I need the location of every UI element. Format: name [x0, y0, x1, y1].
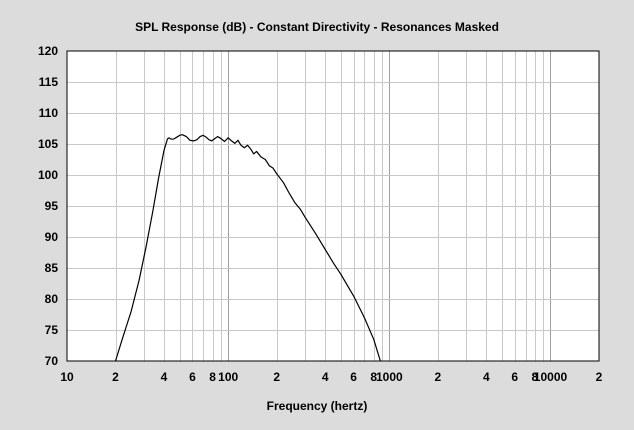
y-tick-label: 105	[38, 137, 58, 151]
x-tick-label: 2	[596, 370, 603, 384]
y-tick-label: 100	[38, 168, 58, 182]
x-tick-label: 2	[434, 370, 441, 384]
y-tick-label: 120	[38, 44, 58, 58]
chart-title: SPL Response (dB) - Constant Directivity…	[135, 20, 499, 34]
x-tick-label: 8	[532, 370, 539, 384]
x-tick-label: 10	[60, 370, 74, 384]
x-tick-label: 6	[511, 370, 518, 384]
y-tick-label: 75	[45, 323, 59, 337]
y-tick-label: 115	[39, 75, 59, 89]
y-tick-label: 80	[45, 292, 59, 306]
x-tick-label: 100	[218, 370, 238, 384]
curve-layer	[114, 134, 381, 362]
x-tick-label: 4	[161, 370, 168, 384]
y-tick-label: 90	[45, 230, 59, 244]
x-tick-label: 6	[350, 370, 357, 384]
plot-frame	[66, 50, 600, 362]
x-tick-label: 8	[209, 370, 216, 384]
x-tick-label: 1000	[376, 370, 403, 384]
x-tick-label: 4	[483, 370, 490, 384]
grid-layer	[67, 51, 599, 361]
y-tick-label: 95	[45, 199, 59, 213]
x-tick-label: 2	[273, 370, 280, 384]
spl-curve	[114, 134, 381, 362]
x-tick-label: 10000	[534, 370, 568, 384]
x-tick-label: 4	[322, 370, 329, 384]
y-tick-labels: 70 75 80 85 90 95 100 105 110 115 120	[38, 44, 58, 368]
y-tick-label: 70	[45, 354, 59, 368]
y-tick-label: 85	[45, 261, 59, 275]
y-tick-label: 110	[39, 106, 59, 120]
x-tick-label: 6	[189, 370, 196, 384]
x-tick-label: 8	[370, 370, 377, 384]
x-axis-label: Frequency (hertz)	[267, 399, 368, 413]
x-tick-label: 2	[112, 370, 119, 384]
